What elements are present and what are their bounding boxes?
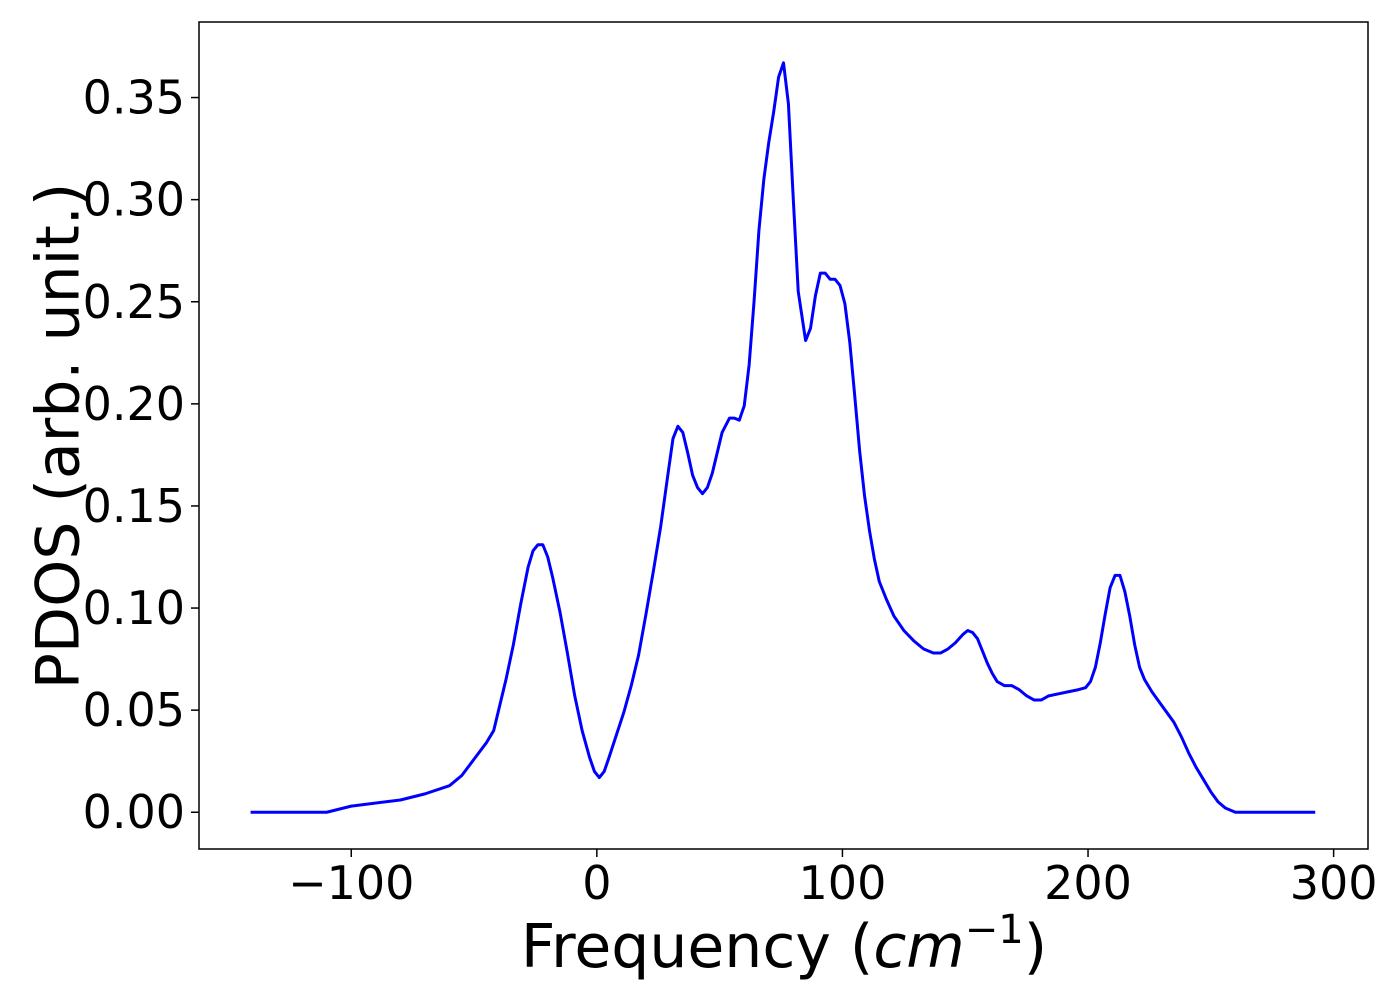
y-tick-label: 0.30 <box>83 173 185 227</box>
y-tick-label: 0.15 <box>83 479 185 533</box>
x-label-part: Frequency ( <box>521 912 873 982</box>
x-tick-label: 200 <box>1044 856 1132 910</box>
y-tick-label: 0.35 <box>83 71 185 125</box>
plot-frame <box>198 21 1369 850</box>
x-label-part: cm <box>873 912 964 982</box>
x-tick-label: 300 <box>1290 856 1378 910</box>
x-label-part: −1 <box>965 907 1024 953</box>
y-tick-label: 0.00 <box>83 785 185 839</box>
y-tick-label: 0.25 <box>83 275 185 329</box>
y-tick-label: 0.05 <box>83 683 185 737</box>
y-tick-label: 0.20 <box>83 377 185 431</box>
x-tick-label: −100 <box>288 856 414 910</box>
x-axis-label: Frequency (cm−1) <box>521 907 1047 982</box>
x-tick-label: 100 <box>799 856 887 910</box>
y-tick-label: 0.10 <box>83 581 185 635</box>
x-label-part: ) <box>1024 912 1047 982</box>
y-axis-label: PDOS (arb. unit.) <box>24 183 94 690</box>
data-line <box>250 61 1316 814</box>
x-tick-label: 0 <box>582 856 611 910</box>
